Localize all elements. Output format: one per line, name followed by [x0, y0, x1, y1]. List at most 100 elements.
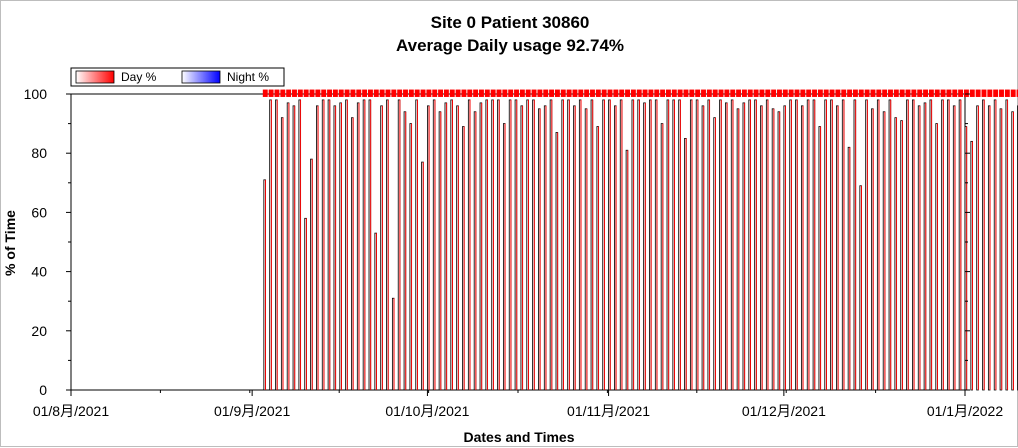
- day-marker: [473, 90, 478, 97]
- day-marker: [386, 90, 391, 97]
- day-marker: [438, 90, 443, 97]
- day-marker: [970, 90, 975, 97]
- day-marker: [426, 90, 431, 97]
- day-marker: [479, 90, 484, 97]
- day-marker: [724, 90, 729, 97]
- day-marker: [333, 90, 338, 97]
- day-marker: [713, 90, 718, 97]
- day-marker: [467, 90, 472, 97]
- x-axis-label: Dates and Times: [463, 429, 574, 445]
- day-marker: [356, 90, 361, 97]
- day-marker: [578, 90, 583, 97]
- day-marker: [397, 90, 402, 97]
- day-marker: [993, 90, 998, 97]
- day-marker: [759, 90, 764, 97]
- day-marker: [286, 90, 291, 97]
- x-tick-label: 01/12月/2021: [742, 403, 826, 419]
- day-marker: [432, 90, 437, 97]
- day-marker: [742, 90, 747, 97]
- day-marker: [999, 90, 1004, 97]
- day-marker: [362, 90, 367, 97]
- day-marker: [602, 90, 607, 97]
- day-marker: [310, 90, 315, 97]
- x-tick-label: 01/8月/2021: [33, 403, 109, 419]
- day-marker: [391, 90, 396, 97]
- day-marker: [806, 90, 811, 97]
- day-marker: [701, 90, 706, 97]
- day-marker: [824, 90, 829, 97]
- day-marker: [643, 90, 648, 97]
- day-marker: [929, 90, 934, 97]
- day-marker: [275, 90, 280, 97]
- day-marker: [684, 90, 689, 97]
- chart-title: Site 0 Patient 30860: [431, 13, 590, 32]
- day-marker: [982, 90, 987, 97]
- day-marker: [888, 90, 893, 97]
- day-marker: [321, 90, 326, 97]
- day-marker: [461, 90, 466, 97]
- day-marker: [666, 90, 671, 97]
- day-marker: [900, 90, 905, 97]
- day-marker: [736, 90, 741, 97]
- day-marker: [502, 90, 507, 97]
- y-tick-label: 60: [31, 204, 47, 220]
- day-marker: [923, 90, 928, 97]
- day-marker: [625, 90, 630, 97]
- day-marker: [304, 90, 309, 97]
- plot-area: [71, 90, 1018, 390]
- day-marker: [590, 90, 595, 97]
- day-marker: [549, 90, 554, 97]
- day-marker: [514, 90, 519, 97]
- y-tick-label: 100: [24, 86, 48, 102]
- day-marker: [871, 90, 876, 97]
- day-marker: [818, 90, 823, 97]
- day-marker: [672, 90, 677, 97]
- y-tick-label: 0: [39, 382, 47, 398]
- day-marker: [631, 90, 636, 97]
- day-marker: [415, 90, 420, 97]
- x-tick-label: 01/1月/2022: [927, 403, 1003, 419]
- day-marker: [584, 90, 589, 97]
- day-marker: [315, 90, 320, 97]
- day-marker: [292, 90, 297, 97]
- day-marker: [748, 90, 753, 97]
- day-marker: [374, 90, 379, 97]
- day-marker: [596, 90, 601, 97]
- y-axis-label: % of Time: [2, 210, 18, 276]
- legend: Day % Night %: [71, 68, 284, 86]
- day-marker: [894, 90, 899, 97]
- chart-subtitle: Average Daily usage 92.74%: [396, 36, 624, 55]
- day-marker: [269, 90, 274, 97]
- day-marker: [567, 90, 572, 97]
- day-marker: [561, 90, 566, 97]
- day-marker: [280, 90, 285, 97]
- day-marker: [730, 90, 735, 97]
- day-marker: [771, 90, 776, 97]
- day-marker: [608, 90, 613, 97]
- day-marker: [450, 90, 455, 97]
- legend-night-swatch: [182, 71, 220, 83]
- day-marker: [573, 90, 578, 97]
- day-marker: [906, 90, 911, 97]
- day-marker: [952, 90, 957, 97]
- day-marker: [298, 90, 303, 97]
- day-marker: [789, 90, 794, 97]
- day-marker: [800, 90, 805, 97]
- day-marker: [830, 90, 835, 97]
- day-marker: [917, 90, 922, 97]
- day-marker: [368, 90, 373, 97]
- day-marker: [911, 90, 916, 97]
- day-marker: [783, 90, 788, 97]
- day-marker: [648, 90, 653, 97]
- day-marker: [350, 90, 355, 97]
- day-marker: [812, 90, 817, 97]
- day-marker: [532, 90, 537, 97]
- day-marker: [976, 90, 981, 97]
- day-marker: [444, 90, 449, 97]
- day-marker: [613, 90, 618, 97]
- day-marker: [935, 90, 940, 97]
- y-tick-label: 80: [31, 145, 47, 161]
- day-marker: [987, 90, 992, 97]
